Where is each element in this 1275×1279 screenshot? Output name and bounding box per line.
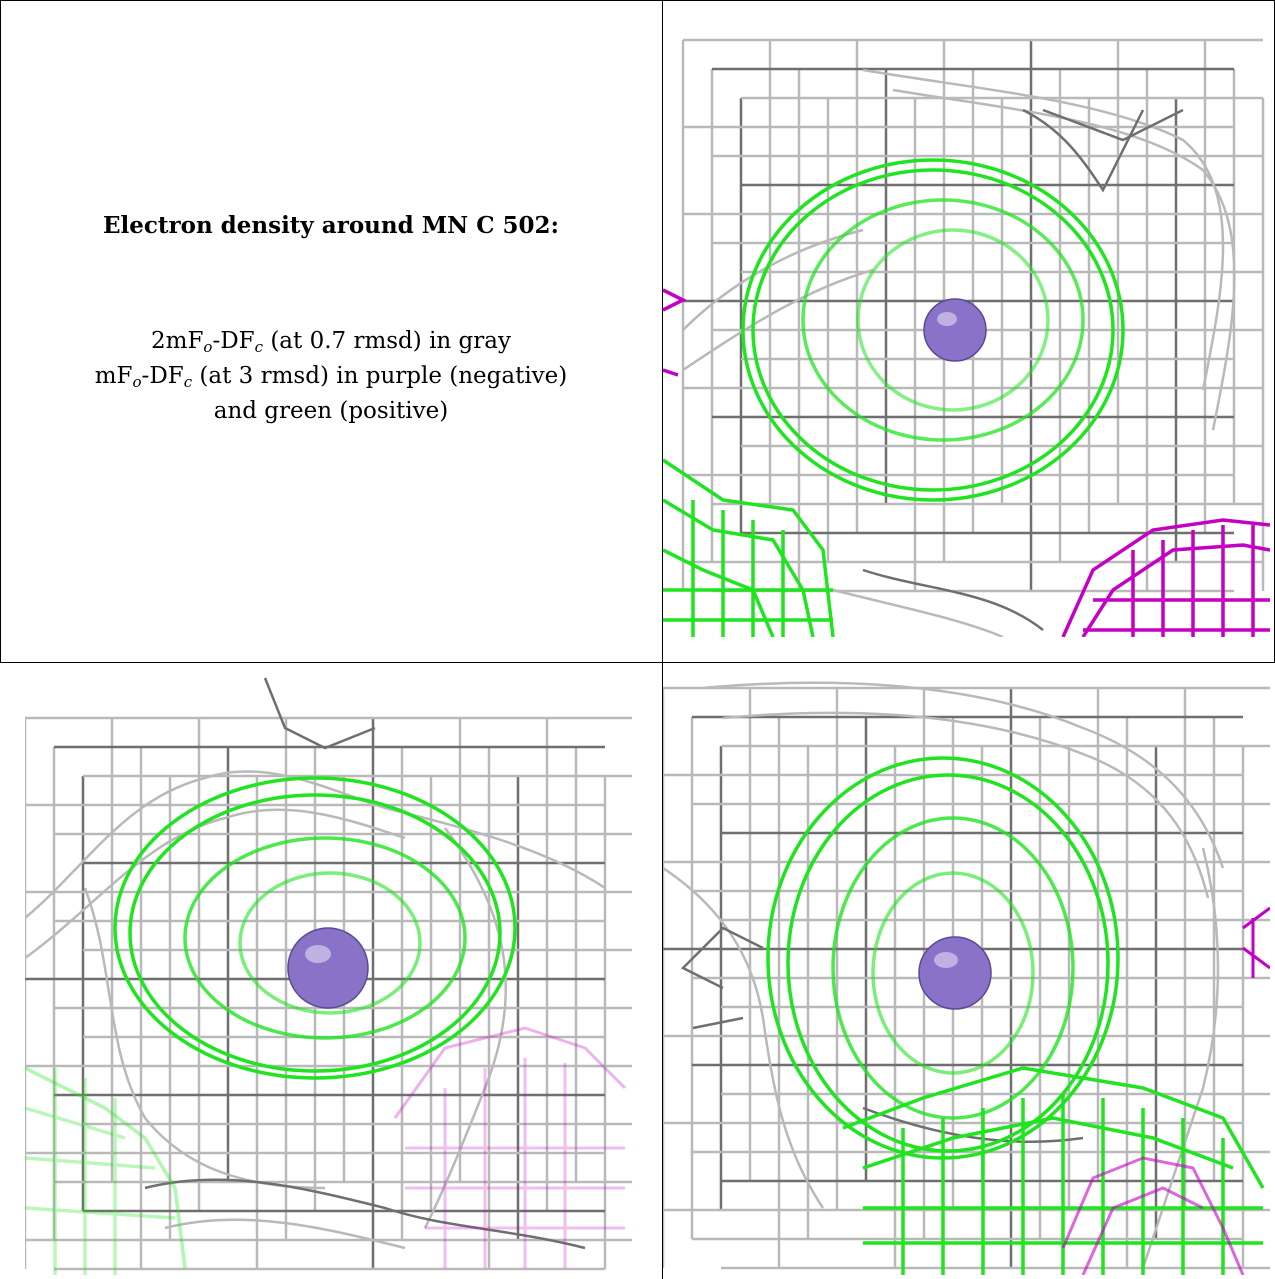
green-positive-mesh — [663, 158, 1125, 637]
green-positive-mesh — [766, 756, 1265, 1275]
gray-mesh-grid — [663, 686, 1270, 1270]
legend-line-gray: 2mFo-DFc (at 0.7 rmsd) in gray — [151, 328, 511, 356]
table-divider-vertical — [662, 0, 663, 1279]
legend-line-green: and green (positive) — [213, 398, 449, 424]
gray-mesh-grid — [681, 38, 1265, 593]
table-divider-horizontal — [0, 662, 1275, 663]
purple-negative-mesh — [1061, 906, 1270, 1275]
legend-line-purple: mFo-DFc (at 3 rmsd) in purple (negative) — [94, 363, 568, 391]
mn-atom — [918, 936, 992, 1010]
table-border-top — [0, 0, 1275, 1]
density-map-top-right — [663, 38, 1270, 637]
mn-atom — [923, 298, 987, 362]
caption-cell: Electron density around MN C 502: 2mFo-D… — [0, 0, 662, 662]
density-map-bottom-right — [663, 681, 1270, 1275]
purple-negative-mesh — [393, 1026, 627, 1268]
green-positive-mesh — [25, 776, 517, 1275]
density-panel-bottom-right — [663, 668, 1270, 1275]
gray-mesh-curves — [25, 677, 606, 1250]
purple-negative-mesh — [663, 288, 1270, 637]
density-panel-bottom-left — [25, 668, 632, 1275]
density-map-bottom-left — [25, 677, 632, 1275]
density-panel-top-right — [663, 30, 1270, 637]
caption-title: Electron density around MN C 502: — [102, 212, 560, 239]
caption-legend: 2mFo-DFc (at 0.7 rmsd) in gray mFo-DFc (… — [0, 324, 662, 429]
table-border-left — [0, 0, 1, 662]
mn-atom — [287, 927, 369, 1009]
gray-mesh-curves — [682, 68, 1236, 637]
